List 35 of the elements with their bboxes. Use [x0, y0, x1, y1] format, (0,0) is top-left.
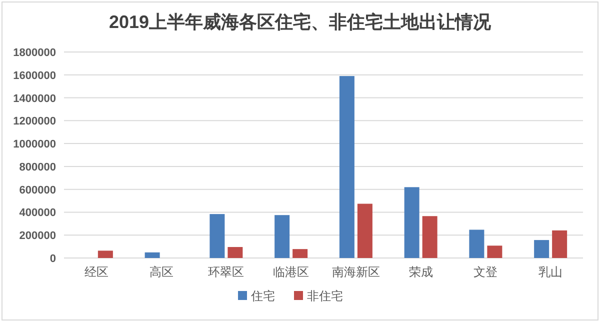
y-tick-label: 1800000: [13, 47, 56, 59]
x-tick-label: 南海新区: [332, 265, 380, 279]
bar: [357, 204, 372, 258]
x-tick-label: 经区: [84, 265, 108, 279]
chart-title: 2019上半年威海各区住宅、非住宅土地出让情况: [108, 12, 492, 32]
y-tick-label: 1600000: [13, 70, 56, 82]
bar: [552, 230, 568, 258]
bar: [228, 247, 243, 258]
bar: [534, 240, 550, 258]
legend-label: 住宅: [250, 289, 275, 303]
bar: [210, 214, 225, 258]
bar: [469, 230, 484, 258]
y-tick-label: 200000: [19, 230, 56, 242]
y-tick-label: 1000000: [13, 138, 56, 151]
x-tick-label: 高区: [149, 265, 174, 279]
bar: [144, 252, 160, 258]
y-tick-label: 0: [50, 253, 56, 265]
bar: [487, 246, 502, 258]
bar: [422, 216, 438, 258]
legend-label: 非住宅: [307, 289, 343, 303]
y-tick-label: 400000: [19, 207, 56, 220]
y-tick-label: 1200000: [13, 116, 56, 128]
bar: [292, 249, 308, 258]
bar: [404, 187, 420, 258]
y-tick-label: 1400000: [13, 92, 56, 105]
x-tick-label: 环翠区: [208, 265, 244, 279]
x-tick-label: 乳山: [538, 265, 563, 279]
bar: [339, 76, 354, 258]
y-tick-label: 800000: [19, 161, 56, 174]
bar: [274, 215, 290, 258]
bar: [98, 250, 113, 258]
y-tick-label: 600000: [19, 184, 56, 196]
x-tick-label: 荣成: [408, 265, 433, 279]
x-tick-label: 文登: [474, 265, 498, 279]
x-tick-label: 临港区: [273, 265, 310, 279]
